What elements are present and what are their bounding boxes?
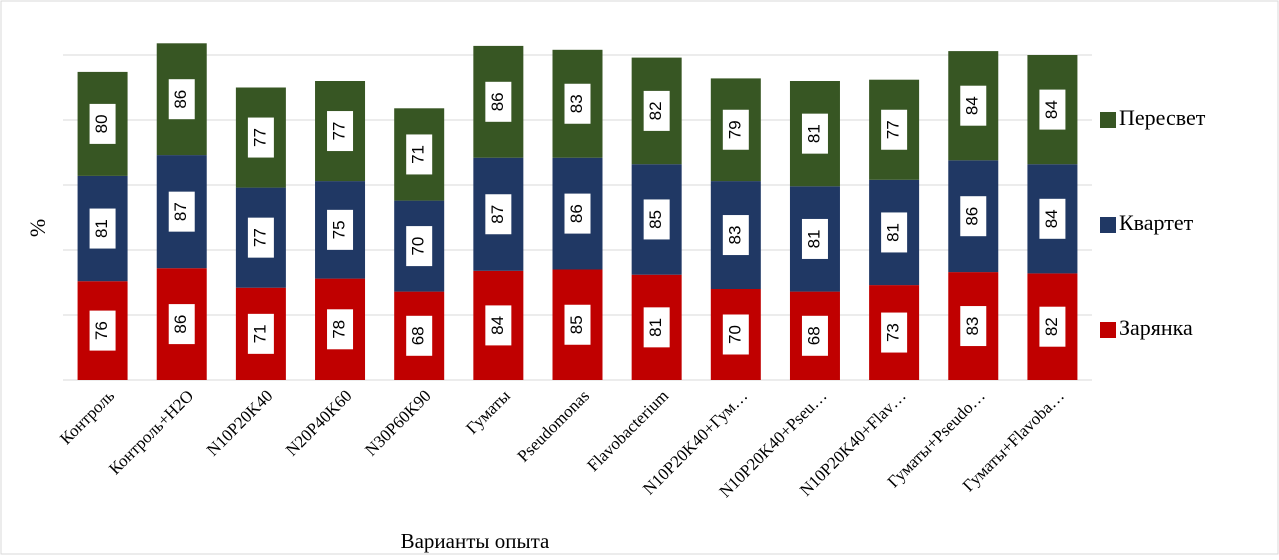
value-label-box [406, 134, 433, 175]
value-label-box [1039, 306, 1066, 347]
value-label: 84 [488, 316, 507, 335]
value-label-box [89, 310, 116, 351]
value-label-box [406, 226, 433, 267]
value-label-box [960, 196, 987, 237]
y-axis-label: % [25, 219, 50, 237]
value-label-box [801, 113, 828, 154]
value-label: 81 [884, 223, 903, 242]
value-label: 87 [488, 205, 507, 224]
value-label-box [89, 103, 116, 144]
value-label-box [327, 309, 354, 350]
value-label: 84 [1042, 209, 1061, 228]
value-label: 83 [725, 226, 744, 245]
value-label-box [1039, 198, 1066, 239]
value-label: 73 [884, 323, 903, 342]
value-label: 84 [1042, 100, 1061, 119]
value-label-box [1039, 89, 1066, 130]
value-label: 86 [171, 315, 190, 334]
value-label: 77 [884, 120, 903, 139]
value-label: 86 [171, 90, 190, 109]
value-label: 68 [804, 326, 823, 345]
value-label-box [406, 315, 433, 356]
value-label: 81 [646, 318, 665, 337]
legend-swatch [1100, 112, 1116, 128]
value-label: 68 [409, 326, 428, 345]
value-label: 79 [725, 120, 744, 139]
legend-label: Пересвет [1119, 105, 1206, 130]
value-label-box [564, 83, 591, 124]
value-label-box [881, 109, 908, 150]
value-label-box [564, 193, 591, 234]
value-label: 83 [963, 317, 982, 336]
value-label-box [247, 313, 274, 354]
legend-swatch [1100, 217, 1116, 233]
value-label-box [881, 212, 908, 253]
value-label: 77 [250, 228, 269, 247]
value-label: 71 [250, 324, 269, 343]
value-label-box [247, 117, 274, 158]
value-label: 77 [330, 122, 349, 141]
value-label-box [801, 218, 828, 259]
value-label: 76 [92, 321, 111, 340]
value-label-box [960, 85, 987, 126]
value-label: 82 [1042, 317, 1061, 336]
value-label-box [485, 81, 512, 122]
value-label: 75 [330, 220, 349, 239]
value-label-box [327, 111, 354, 152]
value-label-box [168, 191, 195, 232]
value-label-box [485, 194, 512, 235]
value-label-box [485, 305, 512, 346]
value-label-box [801, 315, 828, 356]
value-label: 80 [92, 114, 111, 133]
value-label: 84 [963, 96, 982, 115]
legend-swatch [1100, 322, 1116, 338]
value-label: 83 [567, 94, 586, 113]
value-label-box [564, 304, 591, 345]
value-label-box [643, 90, 670, 131]
value-label-box [168, 79, 195, 120]
value-label-box [881, 312, 908, 353]
x-axis-label: Варианты опыта [401, 529, 550, 553]
value-label: 87 [171, 202, 190, 221]
legend-label: Зарянка [1119, 315, 1193, 340]
value-label: 70 [725, 325, 744, 344]
value-label-box [643, 199, 670, 240]
value-label: 77 [250, 128, 269, 147]
value-label: 70 [409, 237, 428, 256]
value-label: 71 [409, 145, 428, 164]
value-label: 85 [567, 315, 586, 334]
value-label: 86 [963, 207, 982, 226]
value-label: 81 [92, 219, 111, 238]
value-label: 78 [330, 320, 349, 339]
value-label-box [960, 306, 987, 347]
value-label: 85 [646, 210, 665, 229]
value-label-box [247, 217, 274, 258]
value-label: 82 [646, 101, 665, 120]
value-label: 86 [488, 92, 507, 111]
value-label-box [643, 307, 670, 348]
value-label-box [722, 109, 749, 150]
value-label-box [722, 314, 749, 355]
value-label: 81 [804, 124, 823, 143]
value-label-box [722, 215, 749, 256]
value-label-box [327, 209, 354, 250]
value-label: 86 [567, 204, 586, 223]
value-label-box [89, 208, 116, 249]
legend-label: Квартет [1119, 210, 1194, 235]
value-label: 81 [804, 229, 823, 248]
value-label-box [168, 304, 195, 345]
